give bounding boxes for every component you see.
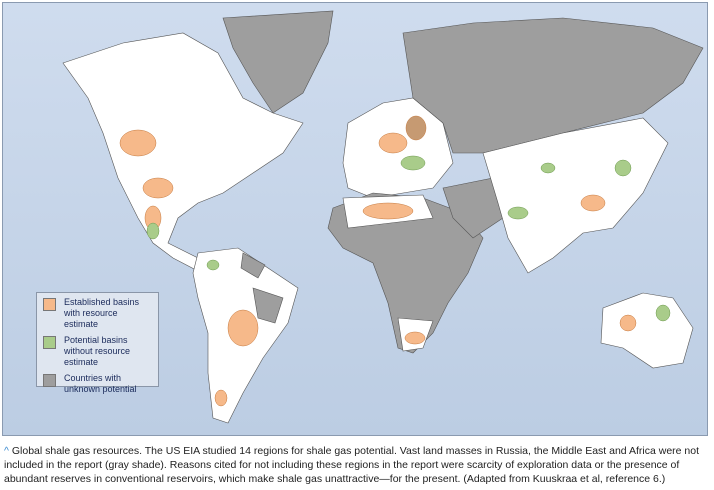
basin-europe <box>378 132 408 154</box>
potential-australia <box>655 304 671 322</box>
map-legend: Established basins with resource estimat… <box>36 292 159 394</box>
legend-item-established: Established basins with resource estimat… <box>43 297 152 330</box>
basin-ukraine <box>405 115 427 141</box>
legend-label: Potential basins without resource estima… <box>64 335 131 367</box>
caption-marker: ^ <box>4 445 9 457</box>
greenland <box>222 10 334 114</box>
basin-north-africa <box>362 202 414 220</box>
figure-caption: ^ Global shale gas resources. The US EIA… <box>4 444 710 486</box>
africa <box>327 192 484 354</box>
basin-argentina <box>227 309 259 347</box>
north-america <box>62 32 304 272</box>
middle-east <box>442 177 504 239</box>
basin-us <box>142 177 174 199</box>
potential-swatch <box>43 336 56 349</box>
guianas <box>240 252 266 279</box>
legend-item-potential: Potential basins without resource estima… <box>43 335 152 368</box>
gray-sa <box>252 287 284 324</box>
potential-india <box>507 206 529 220</box>
basin-western-canada <box>119 129 157 157</box>
legend-label: Established basins with resource estimat… <box>64 297 140 329</box>
potential-china2 <box>540 162 556 174</box>
basin-australia <box>619 314 637 332</box>
potential-europe <box>400 155 426 171</box>
basin-patagonia <box>214 389 228 407</box>
world-map: Established basins with resource estimat… <box>2 2 708 436</box>
map-svg <box>62 10 704 424</box>
basin-china <box>580 194 606 212</box>
legend-item-unknown: Countries with unknown potential <box>43 373 152 395</box>
potential-colombia <box>206 259 220 271</box>
potential-china <box>614 159 632 177</box>
australia <box>600 292 694 369</box>
legend-label: Countries with unknown potential <box>64 373 137 394</box>
asia <box>482 117 669 274</box>
established-swatch <box>43 298 56 311</box>
russia <box>402 17 704 154</box>
caption-text: Global shale gas resources. The US EIA s… <box>4 445 700 485</box>
basin-south-africa <box>404 331 426 345</box>
unknown-swatch <box>43 374 56 387</box>
potential-us-gulf <box>146 222 160 240</box>
